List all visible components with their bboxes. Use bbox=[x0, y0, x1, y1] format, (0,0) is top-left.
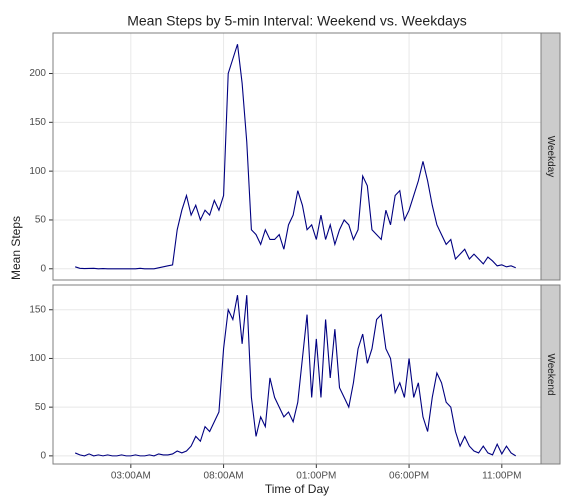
strip bbox=[540, 32, 561, 281]
strip-label: Weekend bbox=[545, 353, 556, 395]
x-tick-label: 06:00PM bbox=[389, 471, 429, 482]
y-tick-label: 0 bbox=[40, 263, 46, 274]
y-axis-title: Mean Steps bbox=[9, 216, 23, 280]
series-line bbox=[75, 44, 516, 270]
x-tick-label: 11:00PM bbox=[482, 471, 521, 482]
strip bbox=[540, 284, 561, 465]
x-tick-label: 08:00AM bbox=[204, 471, 244, 482]
x-axis-title: Time of Day bbox=[265, 482, 329, 496]
x-tick-label: 01:00PM bbox=[296, 471, 336, 482]
x-tick-label: 03:00AM bbox=[111, 471, 151, 482]
panel-background bbox=[53, 33, 541, 280]
y-tick-label: 50 bbox=[35, 215, 47, 226]
y-tick-label: 150 bbox=[29, 304, 46, 315]
y-tick-label: 100 bbox=[29, 353, 46, 364]
panel-background bbox=[53, 285, 541, 464]
strip-label: Weekday bbox=[545, 136, 556, 178]
y-tick-label: 50 bbox=[35, 402, 47, 413]
y-tick-label: 150 bbox=[29, 117, 46, 128]
series-line bbox=[74, 295, 517, 457]
y-tick-label: 100 bbox=[29, 166, 46, 177]
y-tick-label: 0 bbox=[40, 451, 46, 462]
chart-title: Mean Steps by 5-min Interval: Weekend vs… bbox=[127, 13, 467, 29]
y-tick-label: 200 bbox=[29, 68, 46, 79]
